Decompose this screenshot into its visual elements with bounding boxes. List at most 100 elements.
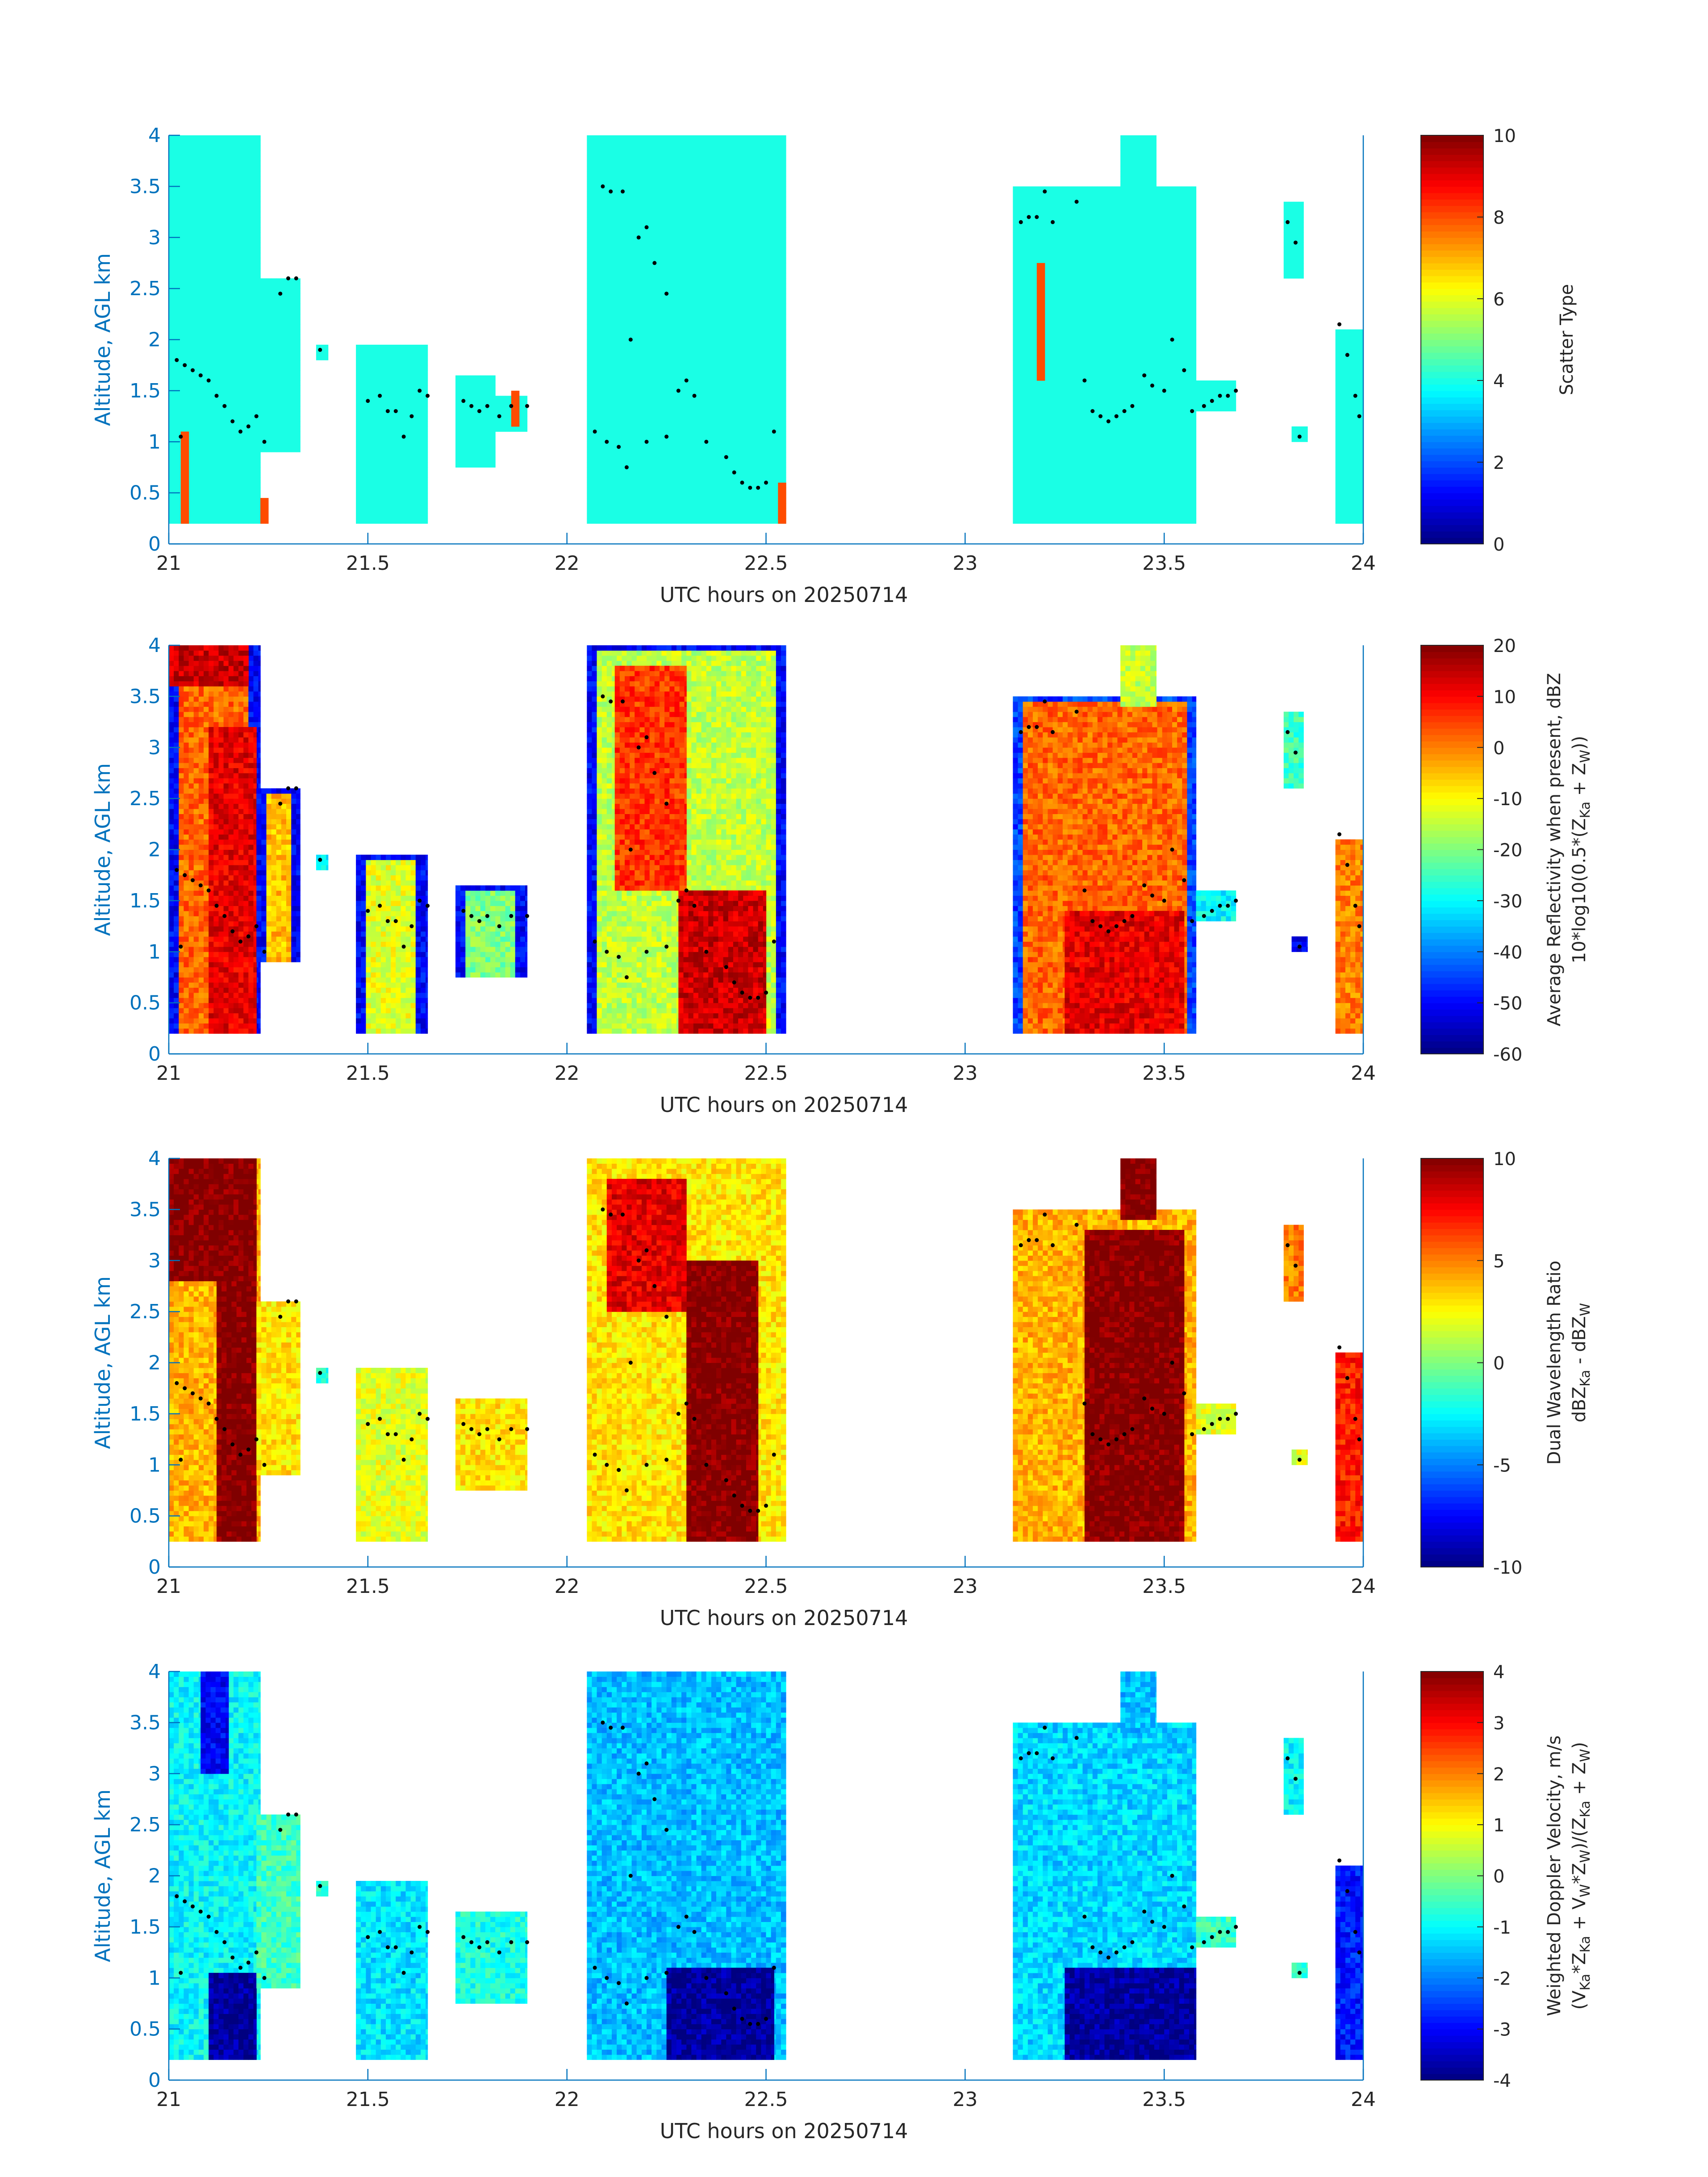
heatmap-cell [243, 273, 249, 279]
heatmap-cell [426, 380, 428, 386]
heatmap-cell [169, 238, 174, 243]
heatmap-cell [396, 513, 401, 518]
heatmap-cell [204, 447, 209, 452]
heatmap-cell [194, 238, 199, 243]
heatmap-cell [189, 477, 194, 483]
heatmap-cell [194, 258, 199, 263]
heatmap-cell [326, 350, 328, 355]
heatmap-cell [366, 345, 371, 350]
heatmap-cell [189, 376, 194, 381]
heatmap-cell [169, 422, 174, 427]
heatmap-cell [204, 493, 209, 498]
heatmap-cell [248, 222, 254, 227]
heatmap-cell [199, 319, 204, 325]
heatmap-cell [256, 288, 262, 294]
heatmap-cell [204, 488, 209, 493]
heatmap-cell [607, 518, 612, 524]
heatmap-cell [219, 380, 224, 386]
heatmap-cell [229, 294, 234, 299]
heatmap-cell [281, 370, 287, 376]
heatmap-cell [234, 376, 239, 381]
heatmap-cell [587, 401, 592, 406]
heatmap-cell [194, 166, 199, 171]
heatmap-cell [229, 401, 234, 406]
heatmap-cell [213, 319, 219, 325]
heatmap-cell [248, 253, 254, 258]
heatmap-cell [455, 401, 461, 406]
heatmap-cell [189, 186, 194, 192]
heatmap-cell [243, 278, 249, 284]
heatmap-cell [505, 416, 511, 422]
heatmap-cell [411, 401, 416, 406]
heatmap-cell [602, 146, 607, 151]
heatmap-cell [296, 294, 301, 299]
heatmap-cell [204, 324, 209, 330]
heatmap-cell [602, 150, 607, 156]
heatmap-cell [366, 462, 371, 468]
heatmap-cell [587, 248, 592, 253]
heatmap-cell [386, 380, 391, 386]
heatmap-cell [411, 483, 416, 488]
heatmap-cell [597, 150, 602, 156]
heatmap-cell [204, 294, 209, 299]
heatmap-cell [213, 253, 219, 258]
heatmap-cell [204, 171, 209, 176]
heatmap-cell [189, 350, 194, 355]
heatmap-cell [602, 391, 607, 396]
heatmap-cell [381, 488, 386, 493]
heatmap-cell [213, 330, 219, 335]
heatmap-cell [243, 294, 249, 299]
heatmap-cell [281, 284, 287, 289]
heatmap-cell [189, 176, 194, 182]
heatmap-cell [592, 472, 597, 478]
heatmap-cell [238, 253, 244, 258]
heatmap-cell [229, 171, 234, 176]
heatmap-cell [371, 467, 376, 472]
heatmap-cell [194, 248, 199, 253]
heatmap-cell [204, 518, 209, 524]
heatmap-cell [184, 411, 189, 417]
heatmap-cell [406, 442, 411, 447]
heatmap-cell [234, 263, 239, 268]
heatmap-cell [495, 426, 501, 432]
heatmap-cell [406, 406, 411, 411]
heatmap-cell [460, 416, 466, 422]
heatmap-cell [587, 268, 592, 273]
heatmap-cell [204, 207, 209, 212]
heatmap-cell [229, 355, 234, 360]
heatmap-cell [238, 166, 244, 171]
heatmap-cell [416, 396, 421, 401]
heatmap-cell [597, 212, 602, 217]
heatmap-cell [371, 498, 376, 503]
heatmap-cell [209, 232, 214, 238]
heatmap-cell [386, 391, 391, 396]
heatmap-cell [224, 513, 229, 518]
heatmap-cell [248, 156, 254, 161]
heatmap-cell [401, 462, 406, 468]
heatmap-cell [485, 431, 491, 437]
heatmap-cell [291, 299, 296, 304]
heatmap-cell [238, 146, 244, 151]
heatmap-cell [391, 513, 396, 518]
heatmap-cell [179, 278, 184, 284]
heatmap-cell [597, 385, 602, 391]
heatmap-cell [243, 253, 249, 258]
heatmap-cell [465, 431, 471, 437]
heatmap-cell [174, 431, 179, 437]
heatmap-cell [254, 258, 259, 263]
heatmap-cell [194, 396, 199, 401]
heatmap-cell [209, 135, 214, 141]
heatmap-cell [169, 140, 174, 146]
heatmap-cell [209, 212, 214, 217]
heatmap-cell [194, 146, 199, 151]
heatmap-cell [356, 385, 361, 391]
heatmap-cell [597, 350, 602, 355]
heatmap-cell [261, 426, 267, 432]
heatmap-cell [460, 457, 466, 463]
heatmap-cell [267, 314, 272, 319]
heatmap-cell [229, 365, 234, 371]
heatmap-cell [254, 176, 259, 182]
heatmap-cell [199, 314, 204, 319]
heatmap-cell [470, 422, 476, 427]
heatmap-cell [371, 518, 376, 524]
